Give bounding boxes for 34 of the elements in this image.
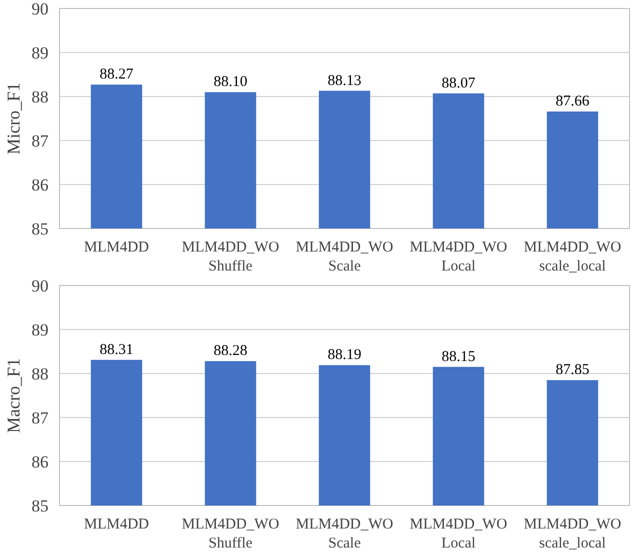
data-label: 88.31 — [100, 342, 134, 358]
y-tick-label: 90 — [32, 0, 48, 18]
x-tick-label: MLM4DD_WO Shuffle — [182, 240, 280, 275]
y-tick-label: 87 — [32, 408, 49, 428]
data-label: 88.19 — [328, 347, 362, 364]
data-label: 87.66 — [556, 93, 590, 110]
y-tick-label: 88 — [32, 364, 48, 384]
x-tick-label: MLM4DD_WO scale_local — [524, 240, 622, 275]
y-tick-label: 90 — [32, 276, 48, 296]
y-axis-title: Macro_F1 — [4, 358, 24, 433]
data-label: 88.07 — [442, 75, 476, 92]
data-label: 88.10 — [214, 74, 248, 90]
x-tick-label: MLM4DD_WO scale_local — [524, 516, 622, 552]
y-tick-label: 86 — [32, 176, 48, 194]
y-tick-label: 85 — [32, 220, 48, 238]
x-tick-label: MLM4DD_WO Scale — [296, 240, 394, 275]
data-label: 88.15 — [442, 348, 476, 365]
y-tick-label: 89 — [32, 44, 48, 62]
y-tick-label: 85 — [32, 496, 48, 516]
y-tick-label: 86 — [32, 452, 48, 472]
data-label: 88.28 — [214, 343, 248, 360]
y-tick-label: 89 — [32, 320, 48, 340]
x-tick-label: MLM4DD — [84, 240, 150, 256]
y-tick-label: 87 — [32, 132, 49, 150]
data-label: 88.13 — [328, 72, 362, 89]
x-tick-label: MLM4DD_WO Scale — [296, 516, 394, 552]
x-tick-label: MLM4DD_WO Local — [410, 240, 508, 275]
data-label: 88.27 — [100, 66, 134, 83]
x-tick-label: MLM4DD_WO Shuffle — [182, 516, 280, 552]
x-tick-label: MLM4DD — [84, 516, 150, 532]
y-axis-title: Micro_F1 — [4, 82, 24, 154]
x-tick-label: MLM4DD_WO Local — [410, 516, 508, 552]
data-label: 87.85 — [556, 362, 590, 378]
y-tick-label: 88 — [32, 88, 48, 106]
